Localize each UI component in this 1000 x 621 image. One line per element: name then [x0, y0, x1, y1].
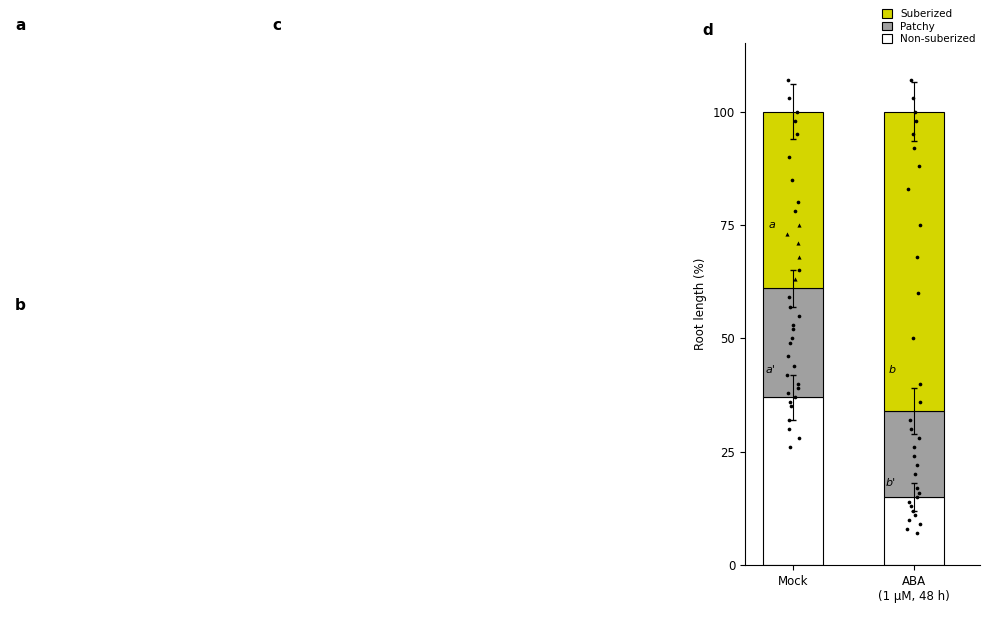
Point	[910, 288, 926, 298]
Point	[912, 397, 928, 407]
Point	[787, 116, 803, 125]
Point	[783, 401, 799, 411]
Point	[791, 433, 807, 443]
Point	[905, 93, 921, 103]
Point	[905, 333, 921, 343]
Point	[785, 324, 801, 334]
Bar	[763, 397, 823, 565]
Point	[789, 129, 805, 139]
Point	[900, 184, 916, 194]
Text: a: a	[768, 220, 775, 230]
Point	[781, 415, 797, 425]
Point	[779, 229, 795, 239]
Point	[780, 75, 796, 84]
Point	[787, 206, 803, 216]
Point	[905, 129, 921, 139]
Point	[901, 497, 917, 507]
Point	[912, 379, 928, 389]
Point	[785, 320, 801, 330]
Text: b: b	[15, 298, 26, 314]
Point	[781, 152, 797, 162]
Point	[782, 338, 798, 348]
Point	[791, 265, 807, 275]
Point	[791, 220, 807, 230]
Point	[790, 379, 806, 389]
Point	[903, 75, 919, 84]
Point	[782, 442, 798, 452]
Point	[781, 93, 797, 103]
Bar	[884, 411, 944, 497]
Point	[780, 388, 796, 397]
Point	[906, 442, 922, 452]
Point	[909, 252, 925, 261]
Point	[779, 369, 795, 379]
Bar	[763, 112, 823, 288]
Bar	[763, 288, 823, 397]
Point	[791, 310, 807, 320]
Text: c: c	[272, 19, 281, 34]
Point	[782, 397, 798, 407]
Point	[907, 107, 923, 117]
Point	[912, 519, 928, 529]
Point	[911, 433, 927, 443]
Text: d: d	[703, 23, 713, 39]
Point	[912, 220, 928, 230]
Point	[901, 515, 917, 525]
Point	[781, 424, 797, 434]
Point	[909, 492, 925, 502]
Point	[906, 451, 922, 461]
Point	[909, 528, 925, 538]
Point	[782, 302, 798, 312]
Point	[903, 501, 919, 511]
Point	[786, 361, 802, 371]
Point	[903, 424, 919, 434]
Point	[790, 383, 806, 393]
Point	[908, 116, 924, 125]
Point	[781, 292, 797, 302]
Bar	[884, 112, 944, 411]
Y-axis label: Root length (%): Root length (%)	[694, 258, 707, 350]
Point	[902, 415, 918, 425]
Point	[907, 469, 923, 479]
Point	[790, 197, 806, 207]
Point	[791, 252, 807, 261]
Point	[780, 351, 796, 361]
Point	[784, 333, 800, 343]
Point	[787, 392, 803, 402]
Point	[784, 175, 800, 184]
Point	[911, 161, 927, 171]
Point	[907, 510, 923, 520]
Point	[911, 487, 927, 497]
Text: b: b	[889, 365, 896, 375]
Text: a: a	[15, 19, 25, 34]
Point	[789, 107, 805, 117]
Bar	[884, 497, 944, 565]
Text: b': b'	[886, 478, 896, 489]
Point	[909, 460, 925, 470]
Point	[906, 143, 922, 153]
Point	[905, 505, 921, 515]
Legend: Suberized, Patchy, Non-suberized: Suberized, Patchy, Non-suberized	[879, 7, 978, 47]
Text: a': a'	[765, 365, 775, 375]
Point	[790, 238, 806, 248]
Point	[899, 524, 915, 534]
Point	[909, 483, 925, 493]
Point	[787, 274, 803, 284]
